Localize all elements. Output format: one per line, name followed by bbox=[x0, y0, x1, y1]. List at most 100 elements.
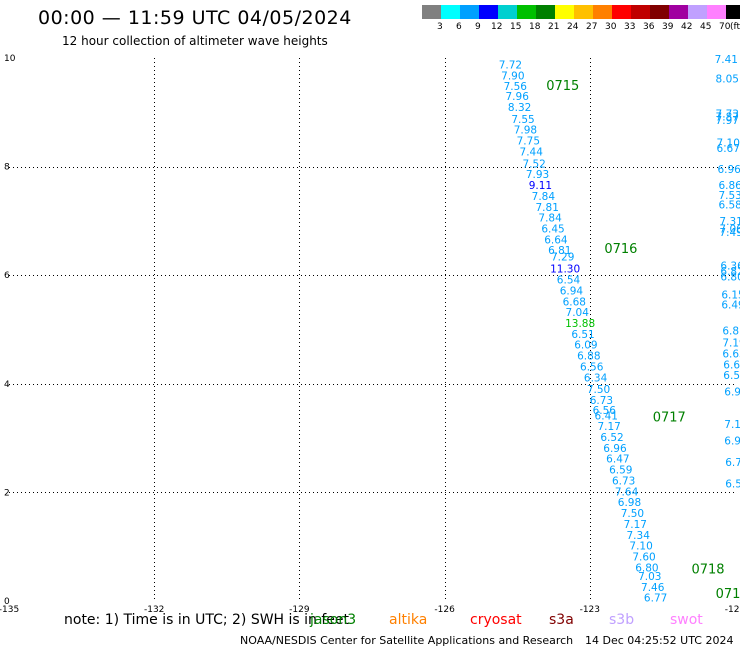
legend-swatch bbox=[726, 5, 740, 19]
x-tick-label: -129 bbox=[289, 605, 310, 615]
page-title: 00:00 — 11:59 UTC 04/05/2024 bbox=[38, 7, 352, 29]
wave-height-value: 6.56 bbox=[593, 405, 617, 417]
wave-height-value: 7.17 bbox=[624, 519, 647, 531]
wave-height-value: 6.82 bbox=[720, 266, 740, 278]
wave-height-value: 7.60 bbox=[632, 551, 655, 563]
y-tick-label: 10 bbox=[4, 54, 16, 64]
legend-label: 21 bbox=[548, 22, 560, 32]
wave-height-value: 7.96 bbox=[506, 91, 530, 103]
legend-label: 18 bbox=[529, 22, 541, 32]
legend-swatch bbox=[460, 5, 479, 19]
wave-height-value: 6.54 bbox=[557, 275, 581, 287]
legend-swatch bbox=[479, 5, 498, 19]
footer-date: 14 Dec 04:25:52 UTC 2024 bbox=[585, 634, 734, 647]
wave-height-value: 6.73 bbox=[590, 395, 613, 407]
wave-height-value: 6.59 bbox=[609, 465, 632, 477]
page-subtitle: 12 hour collection of altimeter wave hei… bbox=[62, 34, 328, 48]
wave-height-value: 6.55 bbox=[725, 479, 740, 491]
wave-height-value: 7.12 bbox=[724, 419, 740, 431]
wave-height-value: 6.98 bbox=[618, 497, 641, 509]
wave-height-value: 6.36 bbox=[720, 260, 740, 272]
wave-height-value: 7.90 bbox=[501, 70, 524, 82]
wave-height-value: 7.17 bbox=[597, 421, 620, 433]
wave-height-value: 6.45 bbox=[541, 224, 564, 236]
wave-height-value: 7.93 bbox=[526, 169, 549, 181]
x-tick-label: -123 bbox=[580, 605, 600, 615]
legend-label: 15 bbox=[510, 22, 522, 32]
wave-height-value: 7.97 bbox=[716, 115, 739, 127]
wave-height-value: 6.64 bbox=[723, 359, 740, 371]
wave-height-value: 6.47 bbox=[606, 454, 629, 466]
wave-height-value: 8.32 bbox=[508, 102, 531, 114]
wave-height-value: 7.64 bbox=[615, 486, 639, 498]
wave-height-value: 6.94 bbox=[560, 285, 584, 297]
wave-height-value: 7.56 bbox=[504, 81, 528, 93]
wave-height-value: 7.03 bbox=[638, 571, 661, 583]
wave-height-value: 7.46 bbox=[641, 582, 665, 594]
y-tick-label: 4 bbox=[4, 380, 10, 390]
wave-height-value: 6.67 bbox=[717, 143, 740, 155]
legend-label: 33 bbox=[624, 22, 636, 32]
legend-swatch bbox=[574, 5, 593, 19]
legend-swatch bbox=[631, 5, 650, 19]
wave-height-value: 7.87 bbox=[716, 112, 739, 124]
x-tick-label: -132 bbox=[144, 605, 164, 615]
wave-height-value: 6.90 bbox=[724, 435, 740, 447]
wave-height-value: 6.51 bbox=[571, 329, 594, 341]
wave-height-value: 7.75 bbox=[517, 136, 540, 148]
wave-height-value: 6.65 bbox=[722, 348, 740, 360]
wave-height-value: 7.98 bbox=[514, 125, 537, 137]
sat-s3b: s3b bbox=[609, 612, 635, 628]
wave-height-value: 6.49 bbox=[721, 300, 740, 312]
wave-height-value: 7.53 bbox=[718, 190, 740, 202]
legend-swatch bbox=[517, 5, 536, 19]
wave-height-value: 7.81 bbox=[536, 202, 559, 214]
legend-label: 12 bbox=[491, 22, 503, 32]
wave-height-value: 6.71 bbox=[725, 457, 740, 469]
pass-time-label: 0719 bbox=[716, 587, 740, 602]
wave-height-value: 6.59 bbox=[723, 370, 740, 382]
wave-height-value: 6.73 bbox=[612, 475, 635, 487]
y-tick-label: 6 bbox=[4, 271, 10, 281]
wave-height-value: 6.09 bbox=[574, 340, 597, 352]
wave-height-value: 7.50 bbox=[587, 384, 610, 396]
wave-height-value: 6.86 bbox=[718, 180, 740, 192]
wave-height-value: 6.77 bbox=[644, 593, 667, 605]
wave-height-value: 6.80 bbox=[635, 562, 658, 574]
wave-height-value: 7.50 bbox=[621, 508, 644, 520]
y-tick-label: 0 bbox=[4, 597, 10, 607]
wave-height-value: 7.72 bbox=[499, 60, 522, 72]
wave-height-value: 6.98 bbox=[724, 386, 740, 398]
pass-time-label: 0716 bbox=[604, 242, 637, 257]
wave-height-value: 6.41 bbox=[595, 410, 618, 422]
legend-label: 39 bbox=[662, 22, 674, 32]
wave-height-value: 7.34 bbox=[627, 530, 651, 542]
legend-swatch bbox=[612, 5, 631, 19]
wave-height-value: 7.52 bbox=[522, 158, 545, 170]
sat-s3a: s3a bbox=[549, 612, 574, 628]
legend-label: 9 bbox=[475, 22, 481, 32]
legend-label: 3 bbox=[437, 22, 443, 32]
legend-swatch bbox=[422, 5, 441, 19]
legend-swatch bbox=[650, 5, 669, 19]
legend-swatch bbox=[441, 5, 460, 19]
wave-height-value: 6.68 bbox=[563, 296, 586, 308]
wave-height-value: 6.15 bbox=[721, 290, 740, 302]
wave-height-value: 6.88 bbox=[577, 351, 600, 363]
legend-label: 6 bbox=[456, 22, 462, 32]
wave-height-value: 6.80 bbox=[720, 271, 740, 283]
wave-height-value: 7.10 bbox=[629, 541, 652, 553]
note-text: note: 1) Time is in UTC; 2) SWH is in fe… bbox=[64, 612, 350, 628]
x-tick-label: -126 bbox=[434, 605, 455, 615]
wave-height-value: 7.04 bbox=[566, 307, 590, 319]
wave-height-value: 11.30 bbox=[550, 264, 580, 276]
sat-swot: swot bbox=[670, 612, 703, 628]
wave-height-value: 7.31 bbox=[719, 216, 740, 228]
legend-label: 70 bbox=[719, 22, 731, 32]
wave-height-value: 9.11 bbox=[529, 180, 552, 192]
wave-height-value: 6.34 bbox=[584, 372, 608, 384]
pass-time-label: 0718 bbox=[691, 562, 724, 577]
footer-credit: NOAA/NESDIS Center for Satellite Applica… bbox=[240, 634, 574, 647]
pass-time-label: 0717 bbox=[653, 410, 686, 425]
